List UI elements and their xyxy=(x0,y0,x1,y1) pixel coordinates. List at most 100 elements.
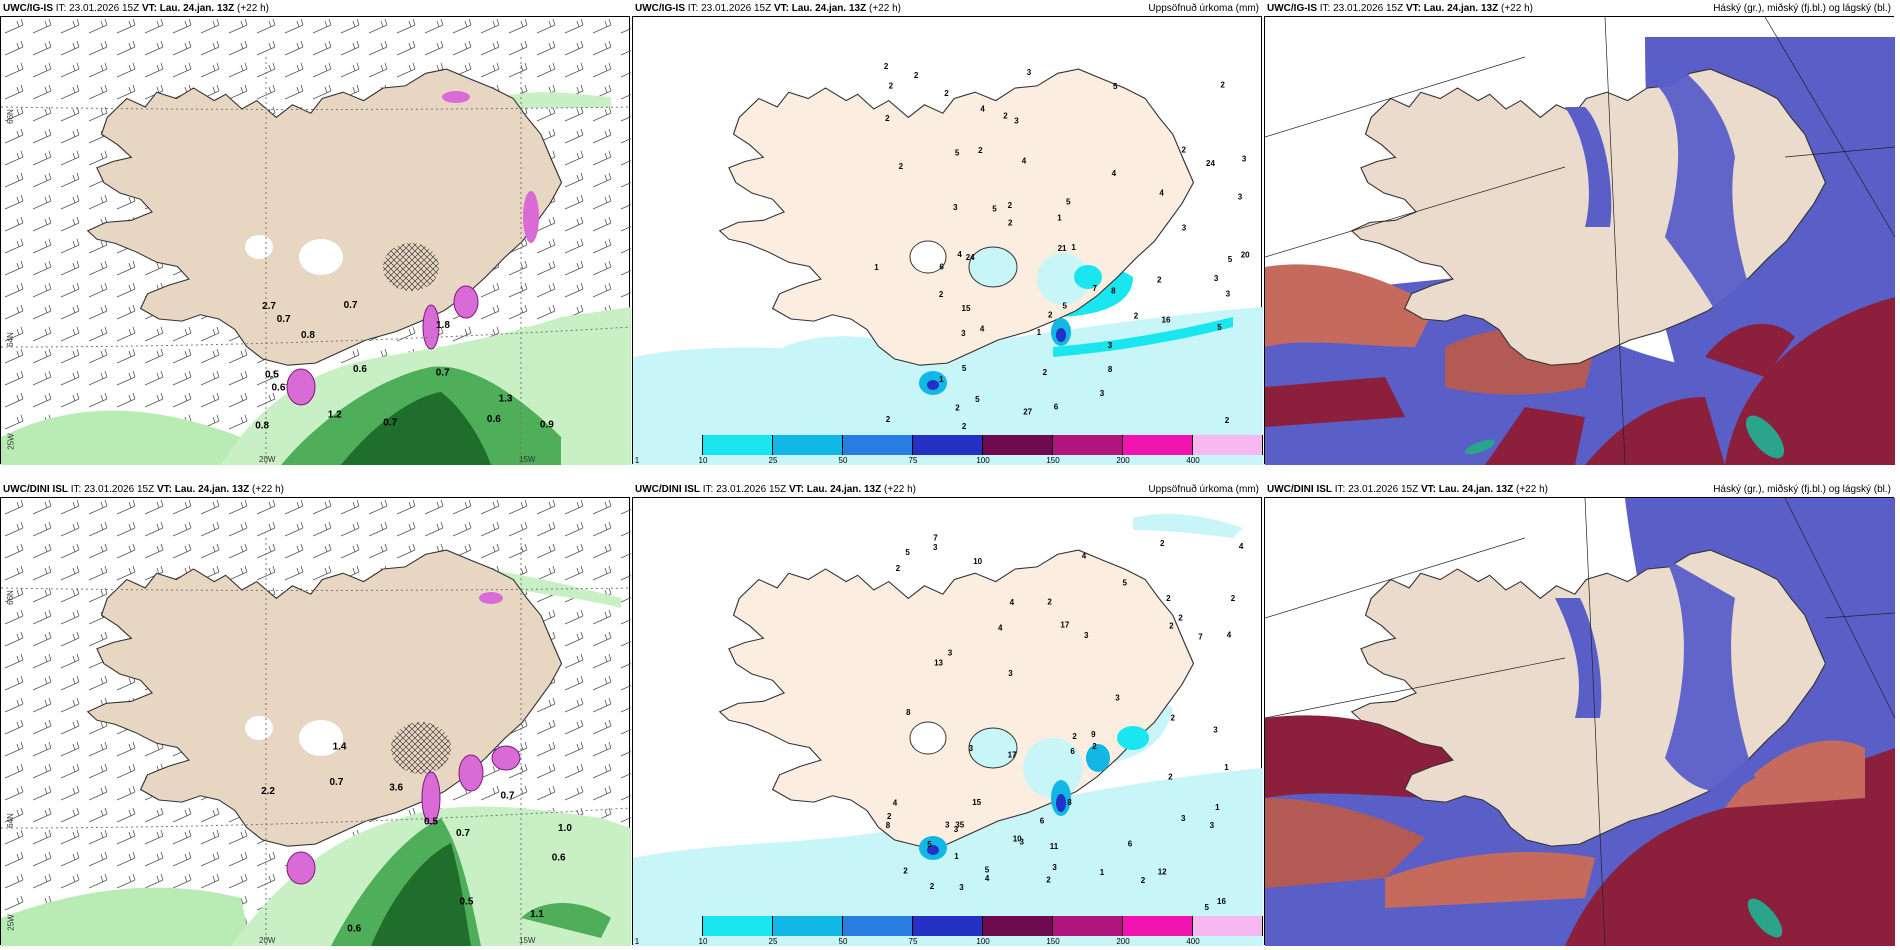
value-label: 0.9 xyxy=(540,420,554,431)
legend-swatch xyxy=(1053,435,1123,455)
value-label: 1 xyxy=(874,263,879,272)
legend-tick-label: 1 xyxy=(634,456,640,465)
panel-model-label: UWC/DINI ISL IT: 23.01.2026 15Z VT: Lau.… xyxy=(1267,484,1548,495)
value-label: 6 xyxy=(1128,839,1133,848)
value-label: 12 xyxy=(1158,867,1167,876)
value-label: 3 xyxy=(1100,389,1105,398)
value-label: 5 xyxy=(927,840,932,849)
panel-header: UWC/DINI ISL IT: 23.01.2026 15Z VT: Lau.… xyxy=(1265,482,1895,498)
legend-tick-label: 75 xyxy=(908,937,918,946)
value-label: 2 xyxy=(899,162,904,171)
value-label: 0.7 xyxy=(436,367,450,378)
value-label: 0.7 xyxy=(383,417,397,428)
panel-top-precip: UWC/IG-IS IT: 23.01.2026 15Z VT: Lau. 24… xyxy=(632,3,1263,465)
value-label: 15 xyxy=(972,798,981,807)
value-label: 2.2 xyxy=(261,786,275,797)
value-label: 2 xyxy=(884,62,889,71)
value-label: 6 xyxy=(1040,817,1045,826)
wind-value-labels: 0.6 0.5 0.7 3.6 0.7 0.6 0.5 1.1 1.0 0.7 2.2 1.4 xyxy=(261,741,572,934)
value-label: 1.4 xyxy=(333,741,347,752)
value-label: 0.8 xyxy=(301,330,315,341)
value-label: 2 xyxy=(886,415,891,424)
lon-label-25: 25W xyxy=(6,914,16,931)
value-label: 5 xyxy=(962,364,967,373)
legend-swatch xyxy=(913,916,983,936)
value-label: 8 xyxy=(1108,365,1113,374)
panel-bottom-clouds: UWC/DINI ISL IT: 23.01.2026 15Z VT: Lau.… xyxy=(1264,484,1895,946)
panel-header: UWC/IG-IS IT: 23.01.2026 15Z VT: Lau. 24… xyxy=(633,1,1263,17)
value-label: 3 xyxy=(959,883,964,892)
legend-swatch xyxy=(913,435,983,455)
value-label: 17 xyxy=(1008,751,1017,760)
value-label: 2 xyxy=(1168,773,1173,782)
value-label: 4 xyxy=(985,874,990,883)
value-label: 0.7 xyxy=(277,314,291,325)
value-label: 2 xyxy=(930,882,935,891)
value-label: 1 xyxy=(1057,214,1062,223)
panel-model-label: UWC/DINI ISL IT: 23.01.2026 15Z VT: Lau.… xyxy=(635,484,916,495)
value-label: 3 xyxy=(1008,669,1013,678)
value-label: 2 xyxy=(1047,597,1052,606)
value-label: 2 xyxy=(1008,218,1013,227)
legend-tick-label: 75 xyxy=(908,456,918,465)
panel-model-label: UWC/IG-IS IT: 23.01.2026 15Z VT: Lau. 24… xyxy=(1267,3,1533,14)
value-label: 2 xyxy=(1141,876,1146,885)
value-label: 3 xyxy=(1014,117,1019,126)
value-label: 1 xyxy=(1224,763,1229,772)
value-label: 3 xyxy=(933,543,938,552)
value-label: 27 xyxy=(1023,407,1032,416)
value-label: 3 xyxy=(1027,68,1032,77)
value-label: 1 xyxy=(1100,868,1105,877)
panel-header: UWC/IG-IS IT: 23.01.2026 15Z VT: Lau. 24… xyxy=(1,1,631,17)
legend-swatch xyxy=(983,435,1053,455)
value-label: 4 xyxy=(1159,189,1164,198)
panel-model-label: UWC/IG-IS IT: 23.01.2026 15Z VT: Lau. 24… xyxy=(635,3,901,14)
value-label: 2 xyxy=(944,89,949,98)
legend-swatch xyxy=(633,916,703,936)
value-label: 5 xyxy=(985,865,990,874)
legend-swatch xyxy=(633,435,703,455)
legend-swatch xyxy=(1123,435,1193,455)
value-label: 2 xyxy=(887,812,892,821)
panel-model-label: UWC/IG-IS IT: 23.01.2026 15Z VT: Lau. 24… xyxy=(3,3,269,14)
value-label: 2 xyxy=(885,114,890,123)
value-label: 5 xyxy=(1123,579,1128,588)
value-label: 24 xyxy=(966,253,975,262)
value-label: 35 xyxy=(955,820,964,829)
value-label: 0.6 xyxy=(487,414,501,425)
lat-label-64: 64N xyxy=(5,813,15,828)
panel-model-label: UWC/DINI ISL IT: 23.01.2026 15Z VT: Lau.… xyxy=(3,484,284,495)
legend-tick-label: 25 xyxy=(768,456,778,465)
value-label: 3 xyxy=(1084,631,1089,640)
value-label: 1.3 xyxy=(499,393,513,404)
legend-swatch xyxy=(703,435,773,455)
value-label: 2 xyxy=(1225,416,1230,425)
value-label: 3 xyxy=(1182,223,1187,232)
value-label: 0.5 xyxy=(265,369,279,380)
legend-tick-label: 10 xyxy=(698,937,708,946)
value-label: 0.7 xyxy=(456,828,470,839)
value-label: 9 xyxy=(1091,730,1096,739)
value-label: 11 xyxy=(1050,842,1059,851)
lat-label-66: 66N xyxy=(5,590,15,605)
legend-swatch xyxy=(773,916,843,936)
value-label: 2 xyxy=(1169,621,1174,630)
panel-field-title: Uppsöfnuð úrkoma (mm) xyxy=(1148,3,1259,14)
value-label: 5 xyxy=(905,548,910,557)
value-label: 3 xyxy=(969,744,974,753)
lat-label-66: 66N xyxy=(5,109,15,124)
value-label: 2 xyxy=(1046,875,1051,884)
value-label: 4 xyxy=(1239,542,1244,551)
value-label: 2 xyxy=(914,71,919,80)
value-label: 2 xyxy=(1166,594,1171,603)
value-label: 7 xyxy=(1093,284,1098,293)
legend-tick-label: 10 xyxy=(698,456,708,465)
wind-precip-map: 0.7 0.5 0.7 0.8 1.8 2.7 1.2 0.9 0.7 0.8 0.7 0.6 0.6 0… xyxy=(1,17,631,465)
legend-swatch xyxy=(1193,916,1263,936)
value-label: 8 xyxy=(1067,798,1072,807)
value-label: 0.8 xyxy=(255,421,269,432)
value-label: 1 xyxy=(954,852,959,861)
value-label: 3 xyxy=(1108,341,1113,350)
value-label: 2 xyxy=(955,403,960,412)
value-label: 2 xyxy=(1008,201,1013,210)
